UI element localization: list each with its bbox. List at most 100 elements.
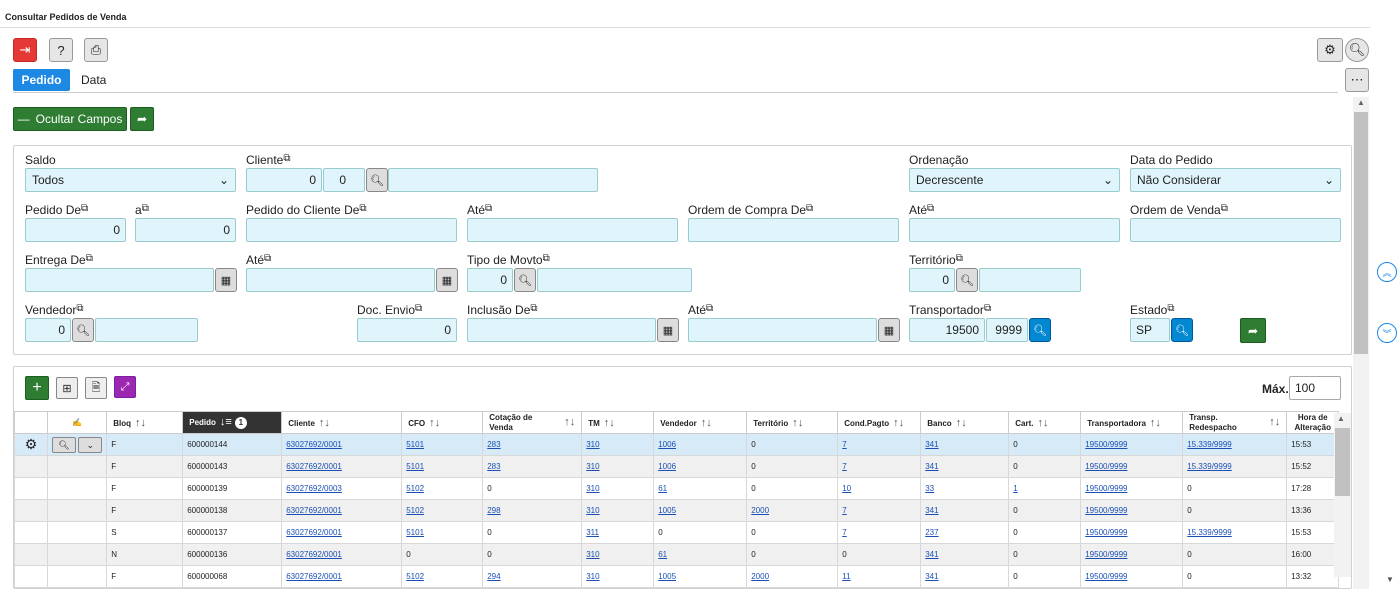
pedido-de-input[interactable]: 0 (25, 218, 126, 242)
cell-link[interactable]: 5102 (406, 506, 425, 515)
cell-link[interactable]: 63027692/0001 (286, 572, 342, 581)
page-scroll-up-icon[interactable]: ▲ (1357, 98, 1365, 107)
table-cell[interactable]: 1005 (653, 565, 748, 588)
col-header[interactable]: Cond.Pagto ↑↓ (837, 411, 922, 434)
cell-link[interactable]: 19500/9999 (1085, 484, 1128, 493)
data-pedido-select[interactable]: Não Considerar ⌄ (1130, 168, 1341, 192)
cell-link[interactable]: 341 (925, 462, 939, 471)
cell-link[interactable]: 310 (586, 506, 600, 515)
table-row[interactable]: S 600000137 63027692/0001 5101 0 311 0 0 7 237 0 19… (14, 521, 1340, 544)
table-cell[interactable]: 5101 (401, 521, 484, 544)
table-cell[interactable]: 311 (581, 521, 655, 544)
help-button[interactable]: ? (49, 38, 73, 62)
cell-link[interactable]: 7 (842, 440, 847, 449)
table-cell[interactable]: 61 (653, 543, 748, 566)
cell-link[interactable]: 310 (586, 550, 600, 559)
vendedor-desc-input[interactable] (95, 318, 198, 342)
table-cell[interactable]: 63027692/0001 (281, 521, 403, 544)
cell-link[interactable]: 63027692/0001 (286, 462, 342, 471)
col-header[interactable]: Hora de Alteração (1286, 411, 1340, 434)
hide-fields-button[interactable]: — Ocultar Campos (13, 107, 127, 131)
cell-link[interactable]: 294 (487, 572, 501, 581)
inclusao-ate-calendar-button[interactable]: ▦ (878, 318, 900, 342)
table-cell[interactable]: 15.339/9999 (1182, 455, 1288, 478)
table-cell[interactable]: 2000 (746, 565, 839, 588)
cell-link[interactable]: 15.339/9999 (1187, 528, 1232, 537)
table-cell[interactable]: 61 (653, 477, 748, 500)
cell-link[interactable]: 61 (658, 484, 668, 493)
doc-envio-input[interactable]: 0 (357, 318, 457, 342)
table-cell[interactable]: 237 (920, 521, 1010, 544)
table-cell[interactable]: 63027692/0001 (281, 543, 403, 566)
cell-link[interactable]: 63027692/0001 (286, 528, 342, 537)
table-cell[interactable]: 341 (920, 543, 1010, 566)
territorio-search-button[interactable]: 🔍︎ (956, 268, 978, 292)
cell-link[interactable]: 1005 (658, 506, 677, 515)
table-row[interactable]: F 600000139 63027692/0003 5102 0 310 61 0 10 33 1 1… (14, 477, 1340, 500)
max-input[interactable]: 100 (1289, 376, 1341, 400)
col-header[interactable]: Cliente ↑↓ (281, 411, 403, 434)
inclusao-de-input[interactable] (467, 318, 656, 342)
table-cell[interactable]: 19500/9999 (1080, 433, 1184, 456)
table-cell[interactable]: 15.339/9999 (1182, 433, 1288, 456)
table-cell[interactable]: 310 (581, 543, 655, 566)
table-cell[interactable]: 1006 (653, 433, 748, 456)
table-cell[interactable]: 63027692/0001 (281, 433, 403, 456)
settings-button[interactable]: ⚙ (1317, 38, 1343, 62)
scroll-bottom-button[interactable]: ︾ (1377, 323, 1397, 343)
cell-link[interactable]: 341 (925, 506, 939, 515)
tab-data[interactable]: Data (81, 73, 107, 87)
cell-link[interactable]: 5101 (406, 528, 425, 537)
table-cell[interactable]: 15.339/9999 (1182, 521, 1288, 544)
cell-link[interactable]: 5102 (406, 484, 425, 493)
table-cell[interactable]: 294 (482, 565, 583, 588)
table-cell[interactable]: 341 (920, 455, 1010, 478)
table-cell[interactable]: 310 (581, 477, 655, 500)
col-header[interactable]: CFO ↑↓ (401, 411, 484, 434)
cell-link[interactable]: 19500/9999 (1085, 506, 1128, 515)
pedido-cliente-ate-input[interactable] (467, 218, 678, 242)
cell-link[interactable]: 7 (842, 506, 847, 515)
saldo-select[interactable]: Todos ⌄ (25, 168, 236, 192)
cell-link[interactable]: 63027692/0003 (286, 484, 342, 493)
table-cell[interactable]: 7 (837, 521, 922, 544)
transportador-branch-input[interactable]: 9999 (986, 318, 1028, 342)
page-scrollbar-thumb[interactable] (1354, 112, 1368, 354)
inclusao-ate-input[interactable] (688, 318, 877, 342)
cell-link[interactable]: 2000 (751, 506, 770, 515)
cell-link[interactable]: 63027692/0001 (286, 506, 342, 515)
table-cell[interactable]: 63027692/0001 (281, 499, 403, 522)
table-cell[interactable]: 19500/9999 (1080, 499, 1184, 522)
table-cell[interactable]: 1005 (653, 499, 748, 522)
table-cell[interactable]: 19500/9999 (1080, 543, 1184, 566)
cell-link[interactable]: 7 (842, 528, 847, 537)
cell-link[interactable]: 1006 (658, 462, 677, 471)
cell-link[interactable]: 1 (1013, 484, 1018, 493)
entrega-ate-input[interactable] (246, 268, 435, 292)
ordem-compra-ate-input[interactable] (909, 218, 1120, 242)
table-cell[interactable]: 310 (581, 433, 655, 456)
col-header[interactable]: Vendedor ↑↓ (653, 411, 748, 434)
table-cell[interactable]: 1 (1008, 477, 1082, 500)
table-cell[interactable]: 63027692/0001 (281, 565, 403, 588)
row-search-button[interactable]: 🔍︎ (52, 436, 76, 453)
cell-link[interactable]: 19500/9999 (1085, 572, 1128, 581)
entrega-de-input[interactable] (25, 268, 214, 292)
scroll-top-button[interactable]: ︽ (1377, 262, 1397, 282)
table-cell[interactable]: 310 (581, 565, 655, 588)
cell-link[interactable]: 1005 (658, 572, 677, 581)
gear-icon[interactable]: ⚙ (24, 436, 38, 452)
cell-link[interactable]: 298 (487, 506, 501, 515)
cell-link[interactable]: 310 (586, 572, 600, 581)
export-button[interactable]: 🗎 (85, 377, 107, 399)
table-cell[interactable]: 10 (837, 477, 922, 500)
transportador-code-input[interactable]: 19500 (909, 318, 985, 342)
table-row[interactable]: F 600000138 63027692/0001 5102 298 310 1005 200… (14, 499, 1340, 522)
cell-link[interactable]: 19500/9999 (1085, 462, 1128, 471)
col-header-active[interactable]: Pedido ↓≡ 1 (182, 411, 283, 434)
territorio-desc-input[interactable] (979, 268, 1081, 292)
table-cell[interactable]: 5102 (401, 565, 484, 588)
table-cell[interactable]: 283 (482, 433, 583, 456)
cell-link[interactable]: 310 (586, 440, 600, 449)
cell-link[interactable]: 1006 (658, 440, 677, 449)
